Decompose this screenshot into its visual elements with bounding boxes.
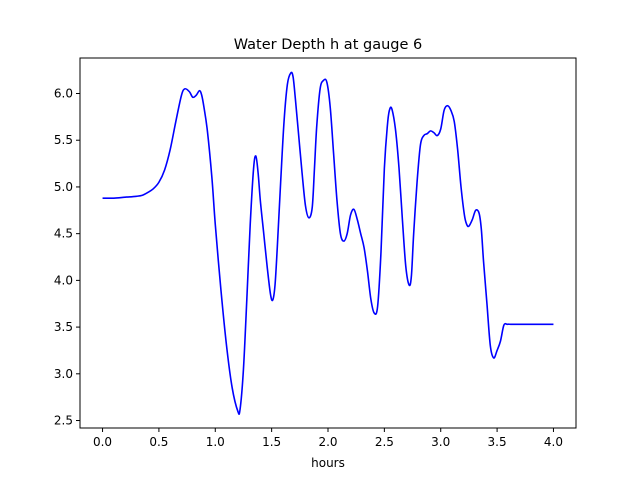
x-tick-label: 1.0 (206, 435, 225, 449)
y-tick-label: 4.0 (54, 273, 73, 287)
x-tick-label: 1.5 (262, 435, 281, 449)
x-axis-ticks: 0.0 0.5 1.0 1.5 2.0 2.5 3.0 3.5 4.0 (93, 428, 563, 449)
plot-area (80, 58, 576, 428)
x-tick-label: 2.0 (318, 435, 337, 449)
y-axis-ticks: 2.5 3.0 3.5 4.0 4.5 5.0 5.5 6.0 (54, 87, 80, 428)
series-line-water-depth (102, 71, 554, 416)
y-tick-label: 5.5 (54, 133, 73, 147)
x-tick-label: 0.0 (93, 435, 112, 449)
x-tick-label: 4.0 (544, 435, 563, 449)
y-tick-label: 5.0 (54, 180, 73, 194)
plot-frame (79, 57, 577, 429)
y-tick-label: 3.5 (54, 320, 73, 334)
y-tick-label: 4.5 (54, 227, 73, 241)
x-tick-label: 3.5 (488, 435, 507, 449)
y-tick-label: 6.0 (54, 87, 73, 101)
y-tick-label: 2.5 (54, 414, 73, 428)
chart-title: Water Depth h at gauge 6 (234, 37, 422, 53)
x-tick-label: 2.5 (375, 435, 394, 449)
x-tick-label: 3.0 (431, 435, 450, 449)
x-axis-label: hours (311, 456, 345, 470)
x-tick-label: 0.5 (149, 435, 168, 449)
y-tick-label: 3.0 (54, 367, 73, 381)
